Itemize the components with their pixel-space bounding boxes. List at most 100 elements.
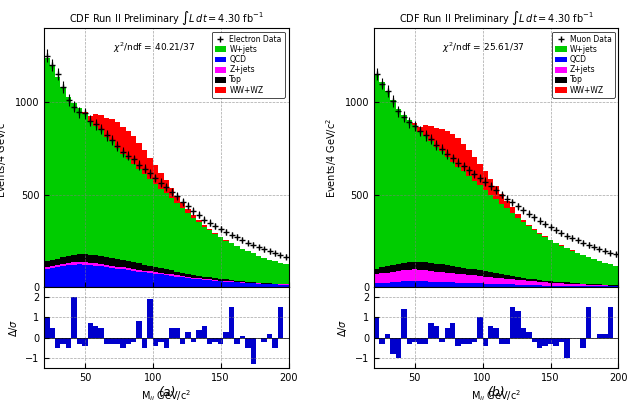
Bar: [175, 328, 180, 338]
Bar: [240, 281, 245, 282]
Bar: [196, 278, 202, 279]
Bar: [207, 229, 213, 230]
Bar: [88, 122, 93, 255]
Bar: [423, 262, 428, 270]
Bar: [251, 253, 256, 282]
Bar: [537, 234, 543, 280]
Bar: [445, 131, 450, 157]
Bar: [44, 268, 50, 287]
Bar: [586, 284, 591, 285]
Bar: [109, 266, 115, 268]
Bar: [586, 286, 591, 287]
Bar: [98, 130, 104, 256]
Bar: [186, 332, 191, 338]
Bar: [564, 338, 570, 358]
Bar: [175, 196, 180, 203]
Bar: [153, 272, 158, 274]
Bar: [412, 123, 418, 124]
Bar: [223, 280, 229, 281]
Bar: [175, 275, 180, 277]
Bar: [77, 264, 82, 287]
Bar: [581, 284, 586, 286]
Bar: [570, 250, 575, 283]
Bar: [488, 284, 493, 287]
Bar: [385, 334, 391, 338]
Bar: [245, 282, 251, 283]
Bar: [553, 282, 558, 283]
Bar: [175, 277, 180, 287]
Bar: [526, 332, 531, 338]
Bar: [591, 284, 597, 285]
Text: $\chi^2$/ndf = 40.21/37: $\chi^2$/ndf = 40.21/37: [112, 41, 195, 55]
Bar: [131, 338, 136, 342]
Bar: [591, 285, 597, 286]
Bar: [597, 334, 602, 338]
Bar: [256, 256, 261, 283]
Bar: [586, 307, 591, 338]
Bar: [406, 338, 412, 344]
Bar: [196, 330, 202, 338]
Bar: [466, 176, 472, 268]
Bar: [526, 224, 531, 226]
Bar: [136, 143, 142, 169]
Bar: [385, 266, 391, 273]
Bar: [98, 266, 104, 287]
Bar: [186, 278, 191, 287]
Bar: [55, 265, 61, 267]
Bar: [207, 230, 213, 278]
Bar: [439, 272, 445, 282]
Bar: [558, 286, 564, 287]
Bar: [207, 278, 213, 280]
Bar: [153, 184, 158, 267]
Bar: [82, 265, 88, 287]
Y-axis label: $\Delta/\sigma$: $\Delta/\sigma$: [336, 318, 350, 337]
Bar: [77, 108, 82, 254]
Bar: [564, 286, 570, 287]
Bar: [461, 274, 466, 283]
Bar: [374, 74, 379, 268]
Bar: [104, 137, 109, 257]
X-axis label: M$_{jj}$ GeV/c$^2$: M$_{jj}$ GeV/c$^2$: [471, 388, 521, 400]
Bar: [202, 225, 207, 227]
Bar: [147, 271, 153, 273]
Bar: [548, 283, 553, 286]
Bar: [115, 338, 120, 344]
Bar: [147, 158, 153, 179]
Bar: [240, 336, 245, 338]
Bar: [450, 324, 456, 338]
Bar: [575, 286, 581, 287]
Bar: [202, 326, 207, 338]
Bar: [104, 265, 109, 267]
Bar: [516, 218, 521, 277]
Bar: [374, 268, 379, 274]
Bar: [456, 267, 461, 274]
Bar: [147, 179, 153, 266]
Bar: [461, 144, 466, 172]
Bar: [581, 255, 586, 284]
Bar: [581, 338, 586, 348]
Bar: [278, 285, 283, 287]
Bar: [418, 281, 423, 287]
Bar: [202, 227, 207, 277]
Bar: [433, 282, 439, 287]
Bar: [109, 141, 115, 258]
Bar: [521, 328, 526, 338]
Bar: [466, 283, 472, 287]
Bar: [456, 338, 461, 346]
Bar: [213, 281, 218, 287]
Bar: [418, 270, 423, 281]
Bar: [396, 271, 401, 282]
Bar: [163, 180, 169, 194]
Bar: [521, 285, 526, 287]
Bar: [267, 260, 272, 283]
Bar: [521, 220, 526, 222]
Bar: [120, 260, 126, 267]
Bar: [61, 257, 66, 264]
Bar: [423, 125, 428, 136]
Bar: [412, 270, 418, 281]
Bar: [493, 328, 499, 338]
Bar: [191, 338, 196, 342]
Bar: [553, 286, 558, 287]
Bar: [526, 281, 531, 285]
Bar: [516, 277, 521, 280]
